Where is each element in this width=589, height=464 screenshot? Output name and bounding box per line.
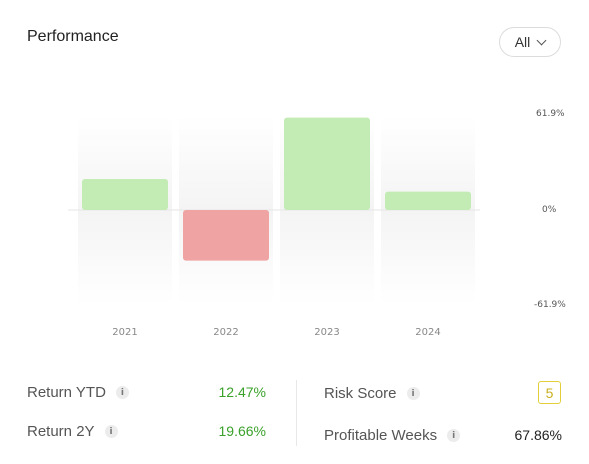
chart-column-bg: [280, 210, 374, 305]
x-tick-label: 2024: [415, 327, 440, 338]
chart-column-bg: [78, 210, 172, 305]
return-2y-value: 19.66%: [218, 423, 266, 439]
x-tick-label: 2023: [314, 327, 339, 338]
info-icon[interactable]: i: [115, 386, 129, 399]
x-tick-label: 2021: [112, 327, 137, 338]
y-tick-label: -61.9%: [534, 300, 566, 310]
chart-column-bg: [179, 115, 273, 210]
info-icon[interactable]: i: [104, 425, 118, 438]
return-2y-label: Return 2Y i: [27, 423, 118, 440]
chart-column-bg: [381, 210, 475, 305]
bar-2023[interactable]: [284, 117, 370, 210]
x-tick-label: 2022: [213, 327, 238, 338]
y-tick-label: 61.9%: [536, 109, 565, 119]
range-dropdown-label: All: [514, 34, 531, 50]
info-icon[interactable]: i: [447, 429, 461, 442]
profitable-weeks-label: Profitable Weeks i: [324, 427, 461, 444]
performance-chart: 2021 2022 2023 2024: [68, 115, 480, 338]
y-tick-label: 0%: [542, 205, 557, 215]
risk-score-badge: 5: [538, 381, 561, 404]
risk-score-label: Risk Score i: [324, 385, 420, 402]
return-ytd-label: Return YTD i: [27, 384, 129, 401]
info-icon[interactable]: i: [406, 387, 420, 400]
range-dropdown[interactable]: All: [499, 27, 561, 57]
return-ytd-value: 12.47%: [218, 384, 266, 400]
bar-2021[interactable]: [82, 178, 168, 210]
bar-2024[interactable]: [385, 191, 471, 210]
profitable-weeks-value: 67.86%: [514, 427, 562, 443]
bar-2022[interactable]: [183, 210, 269, 261]
metrics-panel: Return YTD i 12.47% Return 2Y i 19.66% R…: [0, 370, 589, 464]
metrics-divider: [296, 380, 297, 446]
page-title: Performance: [27, 28, 119, 45]
